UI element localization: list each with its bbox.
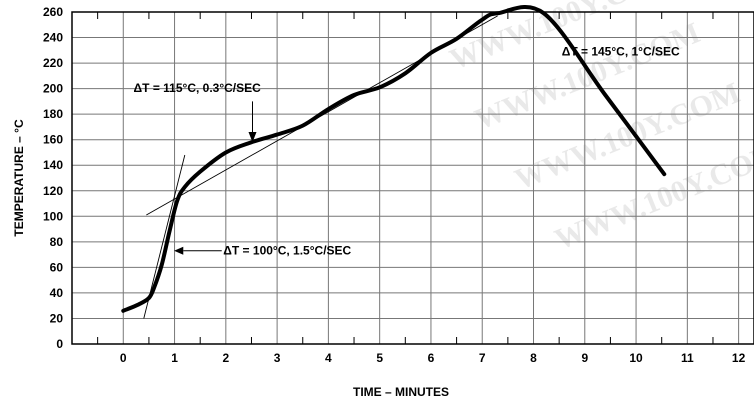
x-tick-label: 11	[681, 351, 694, 365]
y-tick-label: 60	[50, 260, 64, 274]
plot-frame	[71, 11, 754, 345]
arrow-head	[248, 132, 257, 143]
y-tick-label: 80	[50, 235, 64, 249]
x-tick-label: 6	[428, 351, 435, 365]
x-tick-label: 12	[732, 351, 746, 365]
x-tick-label: 3	[274, 351, 281, 365]
x-tick-label: 9	[581, 351, 588, 365]
x-tick-label: 1	[171, 351, 178, 365]
x-tick-label: 0	[120, 351, 127, 365]
y-tick-labels: 0 20 40 60 80 100 120 140 160 180 200 220 240 260	[43, 5, 63, 351]
arrow-layer	[174, 101, 257, 255]
y-tick-label: 120	[43, 184, 63, 198]
annotation-dt-100: ΔT = 100°C, 1.5°C/SEC	[223, 244, 351, 258]
x-tick-labels: 0 1 2 3 4 5 6 7 8 9 10 11 12	[120, 351, 746, 365]
y-tick-label: 100	[43, 209, 63, 223]
minor-ticks	[97, 12, 714, 344]
watermark-layer: WWW.100Y.COMWWW.100Y.COMWWW.100Y.COMWWW.…	[445, 0, 754, 256]
y-tick-label: 220	[43, 56, 63, 70]
x-tick-label: 8	[530, 351, 537, 365]
y-tick-label: 20	[50, 311, 64, 325]
y-tick-label: 140	[43, 158, 63, 172]
x-tick-label: 4	[325, 351, 332, 365]
x-tick-label: 5	[376, 351, 383, 365]
y-tick-label: 160	[43, 133, 63, 147]
x-tick-label: 7	[479, 351, 486, 365]
y-tick-label: 260	[43, 5, 63, 19]
x-axis-title: TIME – MINUTES	[353, 385, 449, 399]
temperature-curve	[121, 5, 667, 313]
y-tick-label: 0	[56, 337, 63, 351]
y-tick-label: 240	[43, 31, 63, 45]
y-tick-label: 40	[50, 286, 64, 300]
annotation-dt-145: ΔT = 145°C, 1°C/SEC	[562, 44, 680, 58]
x-tick-label: 10	[629, 351, 643, 365]
tangent-layer	[143, 15, 498, 319]
y-tick-label: 180	[43, 107, 63, 121]
x-tick-label: 2	[222, 351, 229, 365]
y-axis-title: TEMPERATURE – °C	[12, 119, 26, 237]
y-tick-label: 200	[43, 82, 63, 96]
annotation-dt-115: ΔT = 115°C, 0.3°C/SEC	[134, 81, 262, 95]
arrow-head	[174, 246, 184, 255]
